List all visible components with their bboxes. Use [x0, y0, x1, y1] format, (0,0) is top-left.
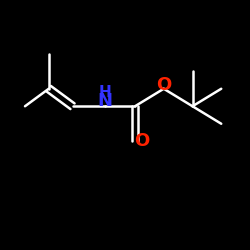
Text: H: H: [98, 85, 112, 100]
Text: O: O: [156, 76, 172, 94]
Text: N: N: [98, 92, 112, 110]
Text: O: O: [134, 132, 149, 150]
